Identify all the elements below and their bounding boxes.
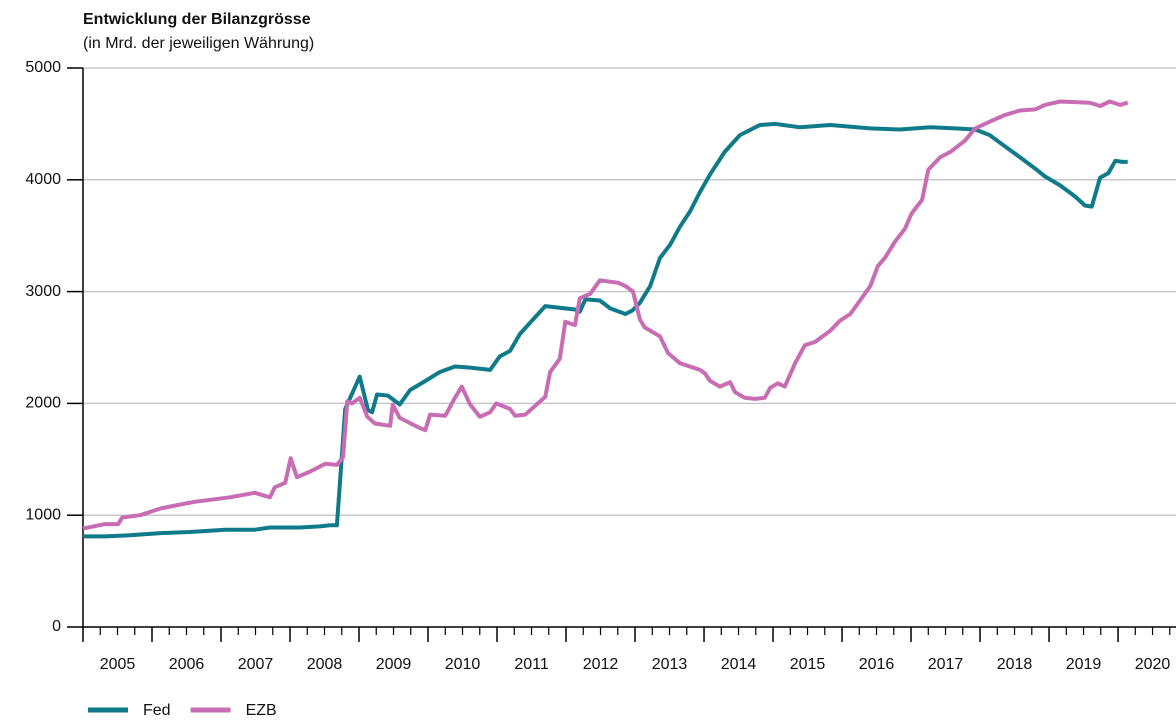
x-tick-label: 2013	[652, 656, 688, 673]
x-tick-label: 2011	[514, 656, 549, 673]
line-series	[82, 99, 1129, 531]
legend-label: Fed	[143, 702, 171, 719]
x-tick-label: 2012	[583, 656, 619, 673]
y-tick-label: 4000	[25, 171, 61, 188]
legend-label: EZB	[246, 702, 277, 719]
chart-title: Entwicklung der Bilanzgrösse	[83, 11, 311, 28]
x-tick-label: 2020	[1135, 656, 1171, 673]
x-tick-label: 2008	[307, 656, 343, 673]
x-tick-label: 2018	[997, 656, 1033, 673]
chart-subtitle: (in Mrd. der jeweiligen Währung)	[83, 35, 314, 52]
y-tick-label: 2000	[25, 395, 61, 412]
y-tick-label: 3000	[25, 283, 61, 300]
x-tick-label: 2009	[376, 656, 412, 673]
line-series	[83, 121, 1128, 539]
x-tick-label: 2019	[1066, 656, 1102, 673]
y-tick-label: 5000	[25, 59, 61, 76]
x-tick-label: 2015	[790, 656, 826, 673]
x-tick-label: 2010	[445, 656, 481, 673]
y-tick-label: 1000	[25, 506, 61, 523]
y-tick-label: 0	[52, 618, 61, 635]
x-tick-label: 2005	[100, 656, 136, 673]
x-tick-label: 2014	[721, 656, 757, 673]
x-tick-label: 2016	[859, 656, 895, 673]
x-tick-label: 2007	[238, 656, 274, 673]
x-tick-label: 2017	[928, 656, 964, 673]
x-tick-label: 2006	[169, 656, 205, 673]
